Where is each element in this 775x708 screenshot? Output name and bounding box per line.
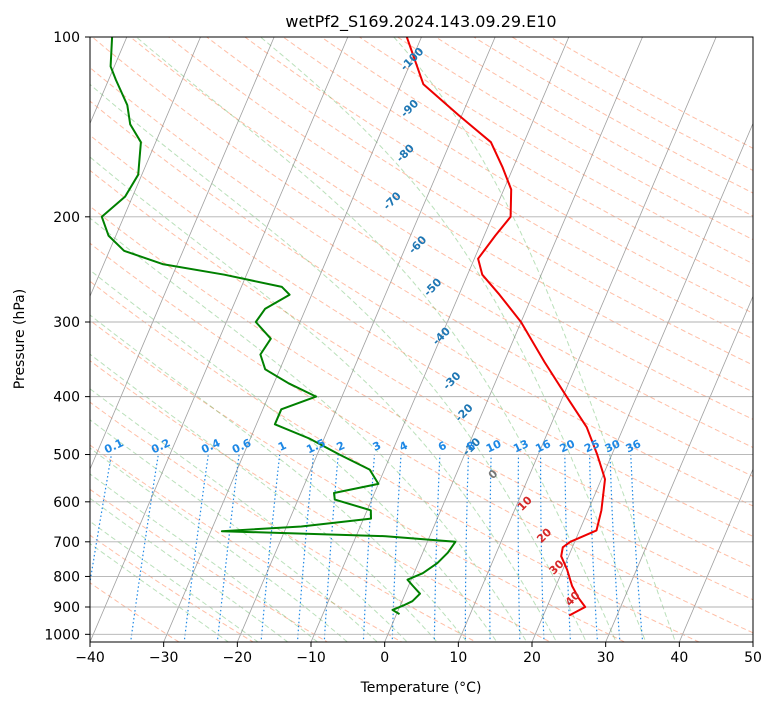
isotherm <box>90 37 275 471</box>
moist-adiabat <box>90 83 587 642</box>
isotherm <box>531 122 753 642</box>
dry-adiabat <box>90 534 255 642</box>
plot-area: -100-90-80-70-60-50-40-30-20-10010203040… <box>90 37 753 642</box>
mixing-ratio-label: 30 <box>603 437 623 455</box>
y-tick-label: 800 <box>53 569 80 585</box>
y-tick-label: 600 <box>53 495 80 511</box>
x-axis: −40 −30 −20 −10 0 10 20 30 40 50 <box>75 642 762 666</box>
chart-title: wetPf2_S169.2024.143.09.29.E10 <box>285 12 556 32</box>
dry-adiabat <box>90 242 753 634</box>
y-tick-label: 500 <box>53 448 80 464</box>
mixing-ratio-label: 36 <box>624 437 644 455</box>
moist-adiabat <box>393 37 676 642</box>
dry-adiabat <box>205 37 753 366</box>
isotherm <box>236 37 496 642</box>
dry-adiabats <box>90 37 753 642</box>
pressure-gridlines <box>90 37 753 635</box>
moist-adiabat <box>90 156 558 642</box>
dry-adiabat <box>244 37 753 340</box>
moist-adiabat <box>135 37 617 642</box>
mixing-ratio-label: 10 <box>484 437 504 455</box>
x-tick-label: −10 <box>296 650 326 666</box>
y-tick-label: 400 <box>53 390 80 406</box>
dewpoint-line <box>100 37 457 615</box>
dry-adiabat <box>90 488 329 642</box>
temperature-line <box>405 37 606 617</box>
dry-adiabat <box>90 67 753 477</box>
mixing-ratio-label: 16 <box>533 437 553 455</box>
isotherm <box>678 468 753 642</box>
y-axis-label: Pressure (hPa) <box>12 289 28 389</box>
moist-adiabats <box>90 37 676 642</box>
moist-adiabat <box>90 269 498 642</box>
dry-adiabat <box>90 360 552 642</box>
isotherm <box>90 37 201 298</box>
x-tick-label: −30 <box>149 650 179 666</box>
x-tick-label: 40 <box>670 650 688 666</box>
x-axis-label: Temperature (°C) <box>360 680 482 696</box>
isotherm <box>384 37 643 642</box>
moist-adiabat <box>90 217 528 642</box>
y-tick-label: 300 <box>53 315 80 331</box>
moist-adiabat <box>90 419 378 642</box>
profile-lines <box>100 37 606 617</box>
y-tick-label: 700 <box>53 535 80 551</box>
mixing-ratio-label: 25 <box>582 437 601 455</box>
moist-adiabat <box>90 353 438 642</box>
moist-adiabat <box>260 37 647 642</box>
isotherms <box>90 37 753 642</box>
isotherm <box>310 37 570 642</box>
x-tick-label: 10 <box>449 650 467 666</box>
dry-adiabat <box>129 37 753 420</box>
x-tick-label: 0 <box>380 650 389 666</box>
plot-frame <box>89 36 754 643</box>
moist-adiabat <box>90 314 468 642</box>
dry-adiabat <box>90 169 753 569</box>
mixing-ratio-label: 20 <box>558 437 578 455</box>
moist-adiabat <box>90 520 259 642</box>
x-tick-label: −20 <box>223 650 253 666</box>
moist-adiabat <box>90 473 319 642</box>
y-tick-label: 200 <box>53 210 80 226</box>
x-tick-label: 30 <box>597 650 615 666</box>
mixing-ratio-label: 13 <box>511 437 530 455</box>
y-tick-label: 100 <box>53 30 80 46</box>
dry-adiabat <box>90 401 478 642</box>
y-tick-label: 900 <box>53 600 80 616</box>
x-tick-label: −40 <box>75 650 105 666</box>
dry-adiabat <box>91 37 753 449</box>
isotherm <box>163 37 422 642</box>
isotherm <box>457 37 717 642</box>
moist-adiabat <box>90 447 349 642</box>
dry-adiabat <box>90 444 403 642</box>
x-tick-label: 20 <box>523 650 541 666</box>
dry-adiabat <box>167 37 753 393</box>
y-axis: 100 200 300 400 500 600 700 800 900 1000 <box>44 30 90 643</box>
dry-adiabat <box>90 134 753 537</box>
isotherm <box>90 37 349 642</box>
dry-adiabat <box>90 319 626 642</box>
isotherm <box>605 295 753 642</box>
y-tick-label: 1000 <box>44 627 80 643</box>
moist-adiabat <box>90 542 230 642</box>
dry-adiabat <box>90 280 701 642</box>
x-tick-label: 50 <box>744 650 762 666</box>
dry-adiabat <box>90 100 753 507</box>
